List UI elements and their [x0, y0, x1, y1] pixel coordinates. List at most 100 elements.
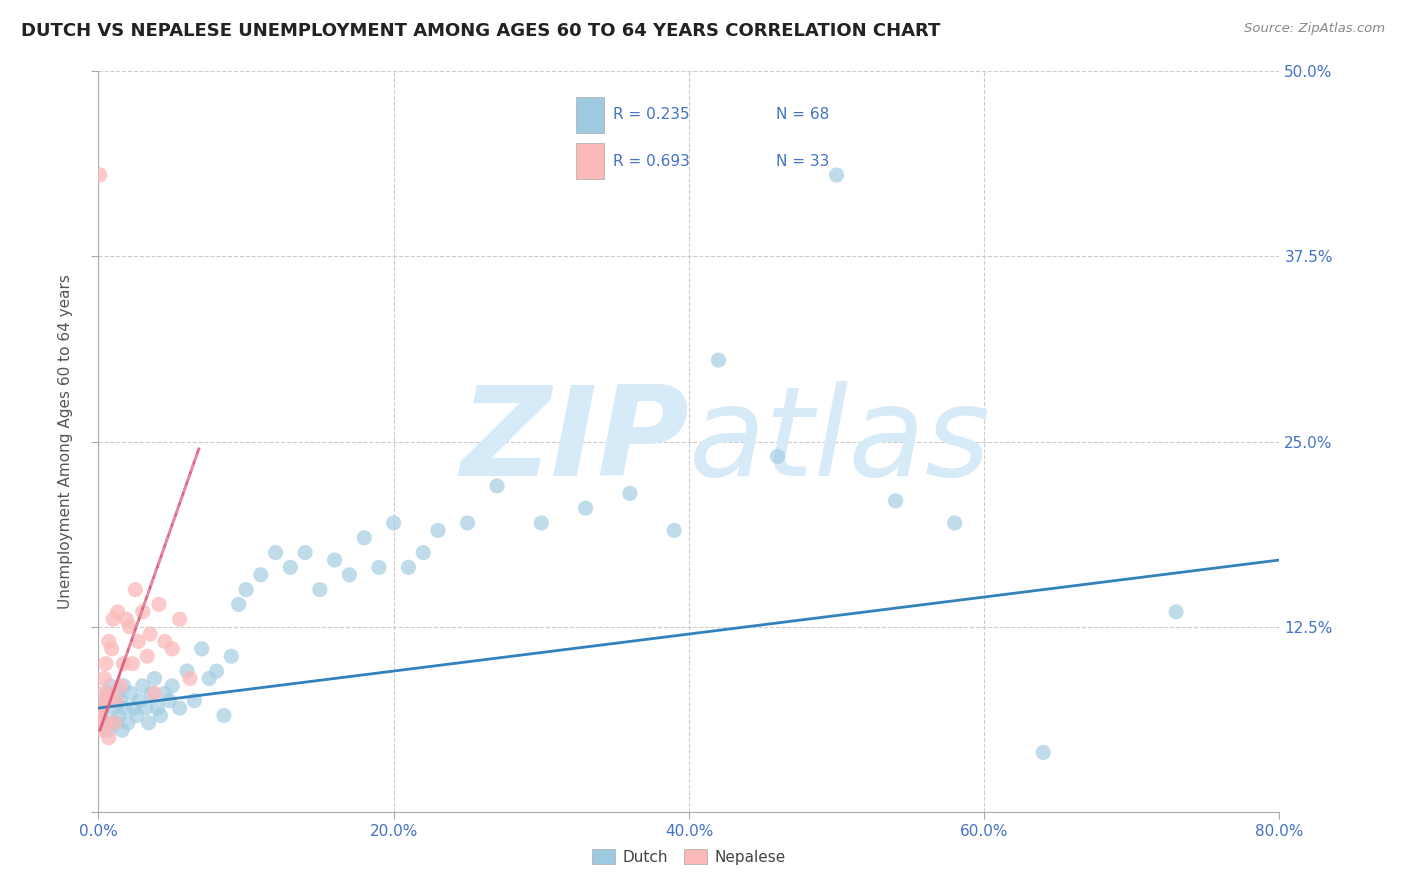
Point: [94, 657, 117, 671]
Point: [103, 612, 125, 626]
Point: [115, 612, 138, 626]
Point: [1032, 746, 1054, 760]
Point: [105, 694, 128, 708]
Point: [96, 694, 118, 708]
Point: [619, 486, 641, 500]
Point: [89, 168, 111, 182]
Point: [110, 694, 132, 708]
Point: [368, 560, 391, 574]
Point: [125, 708, 148, 723]
Text: atlas: atlas: [689, 381, 991, 502]
Point: [294, 546, 316, 560]
Point: [235, 582, 257, 597]
Point: [141, 686, 163, 700]
Point: [353, 531, 375, 545]
Point: [107, 605, 129, 619]
Point: [90, 701, 112, 715]
Point: [1166, 605, 1188, 619]
Point: [112, 679, 135, 693]
Point: [191, 641, 214, 656]
Point: [89, 708, 111, 723]
Point: [108, 708, 131, 723]
Point: [339, 567, 361, 582]
Point: [228, 598, 250, 612]
Point: [97, 731, 120, 745]
Point: [412, 546, 434, 560]
Point: [148, 598, 170, 612]
Point: [100, 641, 122, 656]
Point: [120, 686, 142, 700]
Point: [114, 701, 136, 715]
Point: [766, 450, 789, 464]
Point: [91, 701, 114, 715]
Point: [132, 605, 155, 619]
Point: [530, 516, 553, 530]
Point: [94, 694, 117, 708]
Legend: Dutch, Nepalese: Dutch, Nepalese: [586, 843, 792, 871]
Point: [457, 516, 479, 530]
Point: [103, 701, 125, 715]
Point: [122, 701, 145, 715]
Point: [382, 516, 405, 530]
Point: [176, 664, 198, 678]
Point: [132, 679, 155, 693]
Point: [124, 582, 146, 597]
Point: [139, 627, 162, 641]
Point: [149, 708, 172, 723]
Point: [153, 634, 176, 648]
Point: [884, 493, 907, 508]
Point: [153, 686, 176, 700]
Point: [205, 664, 228, 678]
Point: [128, 694, 150, 708]
Point: [96, 686, 118, 700]
Point: [143, 672, 166, 686]
Point: [97, 723, 120, 738]
Point: [107, 686, 129, 700]
Point: [183, 694, 205, 708]
Point: [105, 715, 128, 730]
Point: [146, 701, 169, 715]
Point: [93, 672, 115, 686]
Point: [250, 567, 273, 582]
Point: [91, 686, 114, 700]
Point: [398, 560, 420, 574]
Point: [111, 723, 134, 738]
Point: [221, 649, 243, 664]
Point: [112, 657, 135, 671]
Point: [212, 708, 235, 723]
Point: [264, 546, 287, 560]
Point: [825, 168, 848, 182]
Point: [575, 501, 598, 516]
Point: [143, 686, 166, 700]
Point: [90, 708, 112, 723]
Point: [179, 672, 201, 686]
Point: [93, 715, 115, 730]
Point: [486, 479, 509, 493]
Point: [280, 560, 302, 574]
Text: DUTCH VS NEPALESE UNEMPLOYMENT AMONG AGES 60 TO 64 YEARS CORRELATION CHART: DUTCH VS NEPALESE UNEMPLOYMENT AMONG AGE…: [21, 22, 941, 40]
Point: [98, 686, 121, 700]
Point: [94, 715, 117, 730]
Point: [169, 701, 191, 715]
Point: [117, 715, 139, 730]
Point: [121, 657, 143, 671]
Point: [104, 715, 127, 730]
Point: [943, 516, 966, 530]
Point: [198, 672, 221, 686]
Point: [309, 582, 332, 597]
Point: [98, 679, 121, 693]
Point: [138, 715, 160, 730]
Point: [664, 524, 686, 538]
Point: [427, 524, 450, 538]
Y-axis label: Unemployment Among Ages 60 to 64 years: Unemployment Among Ages 60 to 64 years: [58, 274, 73, 609]
Point: [118, 619, 141, 633]
Point: [169, 612, 191, 626]
Point: [110, 679, 132, 693]
Point: [136, 649, 159, 664]
Point: [91, 723, 114, 738]
Point: [157, 694, 180, 708]
Point: [97, 634, 120, 648]
Point: [100, 715, 122, 730]
Point: [135, 701, 157, 715]
Point: [104, 694, 127, 708]
